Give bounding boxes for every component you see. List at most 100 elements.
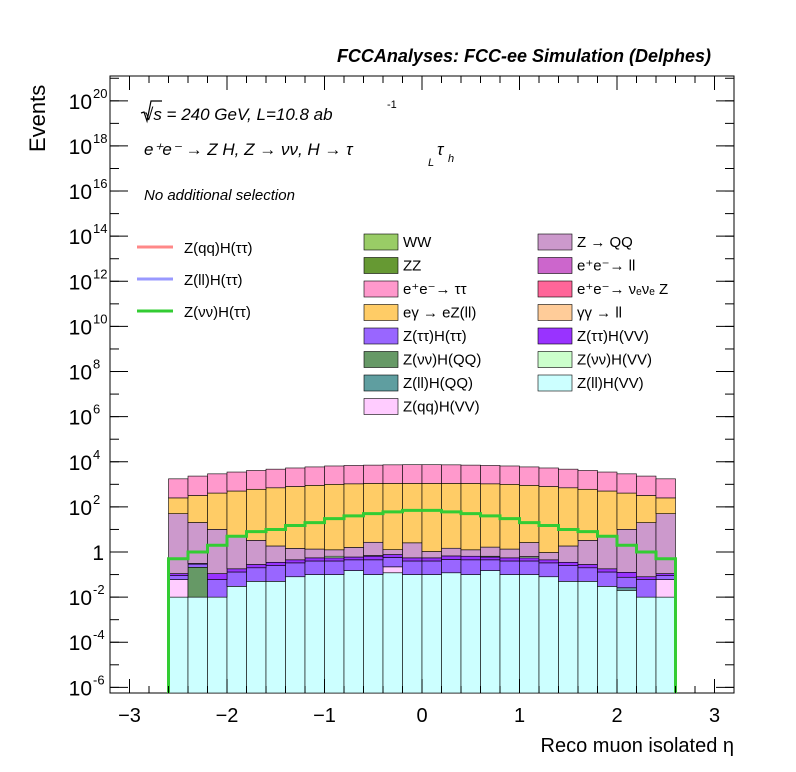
process-annotation: e⁺e⁻ → Z H, Z → νν, H → τ: [144, 140, 354, 159]
bar-0-1: [187, 596, 208, 694]
legend-box-left-6: [363, 374, 399, 392]
bar-5-0: [168, 573, 189, 576]
bar-4-0: [168, 575, 189, 580]
bar-0-10: [363, 574, 384, 694]
bar-10-7: [304, 466, 325, 486]
process-subscript-h: h: [448, 153, 454, 165]
y-tick-exponent-1: -4: [93, 627, 105, 642]
bar-5-18: [519, 557, 540, 562]
bar-5-16: [480, 556, 501, 561]
bar-5-11: [382, 554, 403, 558]
bar-5-25: [655, 573, 676, 576]
bar-7-22: [597, 535, 618, 570]
y-tick-label-11: 10: [69, 181, 92, 204]
y-tick-exponent-0: -6: [93, 672, 105, 687]
y-tick-label-4: 10: [69, 497, 92, 520]
legend-box-right-1: [537, 257, 573, 274]
legend-box-left-label-7: Z(qq)H(VV): [403, 399, 480, 416]
bar-5-17: [499, 557, 520, 562]
bar-7-16: [480, 546, 501, 557]
bar-5-7: [304, 557, 325, 562]
bar-1-11: [382, 566, 403, 574]
bar-10-6: [285, 467, 306, 487]
bar-3-1: [187, 566, 208, 598]
y-tick-exponent-2: -2: [93, 582, 105, 597]
bar-0-4: [246, 581, 267, 694]
bar-10-12: [402, 464, 423, 484]
bar-10-0: [168, 478, 189, 499]
bar-5-19: [538, 559, 559, 564]
bar-4-13: [421, 560, 442, 575]
legend-box-right-label-3: γγ → ll: [577, 305, 622, 322]
bar-7-2: [207, 529, 228, 574]
bar-0-17: [499, 574, 520, 694]
bar-5-20: [558, 561, 579, 566]
bar-9-5: [265, 487, 286, 547]
bar-0-3: [226, 586, 247, 694]
legend-box-left-2: [363, 280, 399, 298]
bar-5-8: [324, 557, 345, 562]
bar-7-20: [558, 545, 579, 563]
legend: Z(qq)H(ττ) Z(ll)H(ττ) Z(νν)H(ττ) WW ZZ e⁺e⁻→ …: [137, 233, 668, 416]
bar-7-12: [402, 542, 423, 559]
process-subscript-l: L: [428, 157, 434, 169]
legend-box-left-3: [363, 304, 399, 321]
bar-4-5: [265, 565, 286, 582]
sqrt-symbol: [140, 100, 162, 124]
bar-9-25: [655, 497, 676, 514]
bar-0-12: [402, 574, 423, 694]
bar-5-23: [616, 571, 637, 578]
y-tick-exponent-4: 2: [93, 492, 100, 507]
bar-0-5: [265, 581, 286, 694]
legend-box-right-2: [537, 280, 573, 298]
x-tick-label-4: 1: [514, 705, 525, 727]
bar-5-12: [402, 557, 423, 562]
x-axis-label: Reco muon isolated η: [541, 735, 734, 757]
bar-4-7: [304, 560, 325, 575]
bar-4-2: [207, 579, 228, 598]
bar-7-8: [324, 549, 345, 557]
bar-9-12: [402, 483, 423, 544]
y-tick-label-6: 10: [69, 407, 92, 430]
bar-10-11: [382, 464, 403, 484]
bar-4-8: [324, 560, 345, 575]
bar-7-13: [421, 551, 442, 559]
bar-9-17: [499, 484, 520, 550]
bar-4-21: [577, 567, 598, 582]
bar-5-5: [265, 561, 286, 566]
x-tick-label-6: 3: [709, 705, 720, 727]
legend-box-right-label-2: e⁺e⁻→ νₑνₑ Z: [577, 281, 668, 298]
bar-4-19: [538, 562, 559, 578]
bar-5-21: [577, 564, 598, 569]
bar-10-25: [655, 478, 676, 499]
bar-10-22: [597, 471, 618, 492]
y-tick-label-10: 10: [69, 226, 92, 249]
legend-box-left-label-3: eγ → eZ(ll): [403, 305, 476, 322]
bar-5-10: [363, 555, 384, 561]
bar-7-6: [285, 548, 306, 561]
legend-box-left-label-4: Z(ττ)H(ττ): [403, 328, 467, 345]
bar-7-17: [499, 548, 520, 559]
bar-0-11: [382, 572, 403, 694]
legend-line-label-0: Z(qq)H(ττ): [184, 240, 253, 257]
y-tick-exponent-9: 12: [93, 266, 107, 281]
bar-10-5: [265, 468, 286, 489]
bar-4-16: [480, 559, 501, 571]
bar-9-24: [636, 495, 657, 523]
legend-box-left-label-2: e⁺e⁻→ ττ: [403, 281, 467, 298]
y-tick-label-12: 10: [69, 136, 92, 159]
legend-box-right-label-4: Z(ττ)H(VV): [577, 328, 649, 345]
bar-4-23: [616, 576, 637, 589]
bar-10-13: [421, 464, 442, 484]
bar-5-3: [226, 568, 247, 573]
bar-4-24: [636, 579, 657, 598]
bar-9-2: [207, 492, 228, 530]
legend-box-left-1: [363, 257, 399, 274]
bar-9-8: [324, 484, 345, 551]
bar-4-1: [187, 563, 208, 568]
bar-9-20: [558, 487, 579, 547]
bar-7-19: [538, 552, 559, 561]
bar-0-21: [577, 581, 598, 694]
bar-0-18: [519, 574, 540, 694]
